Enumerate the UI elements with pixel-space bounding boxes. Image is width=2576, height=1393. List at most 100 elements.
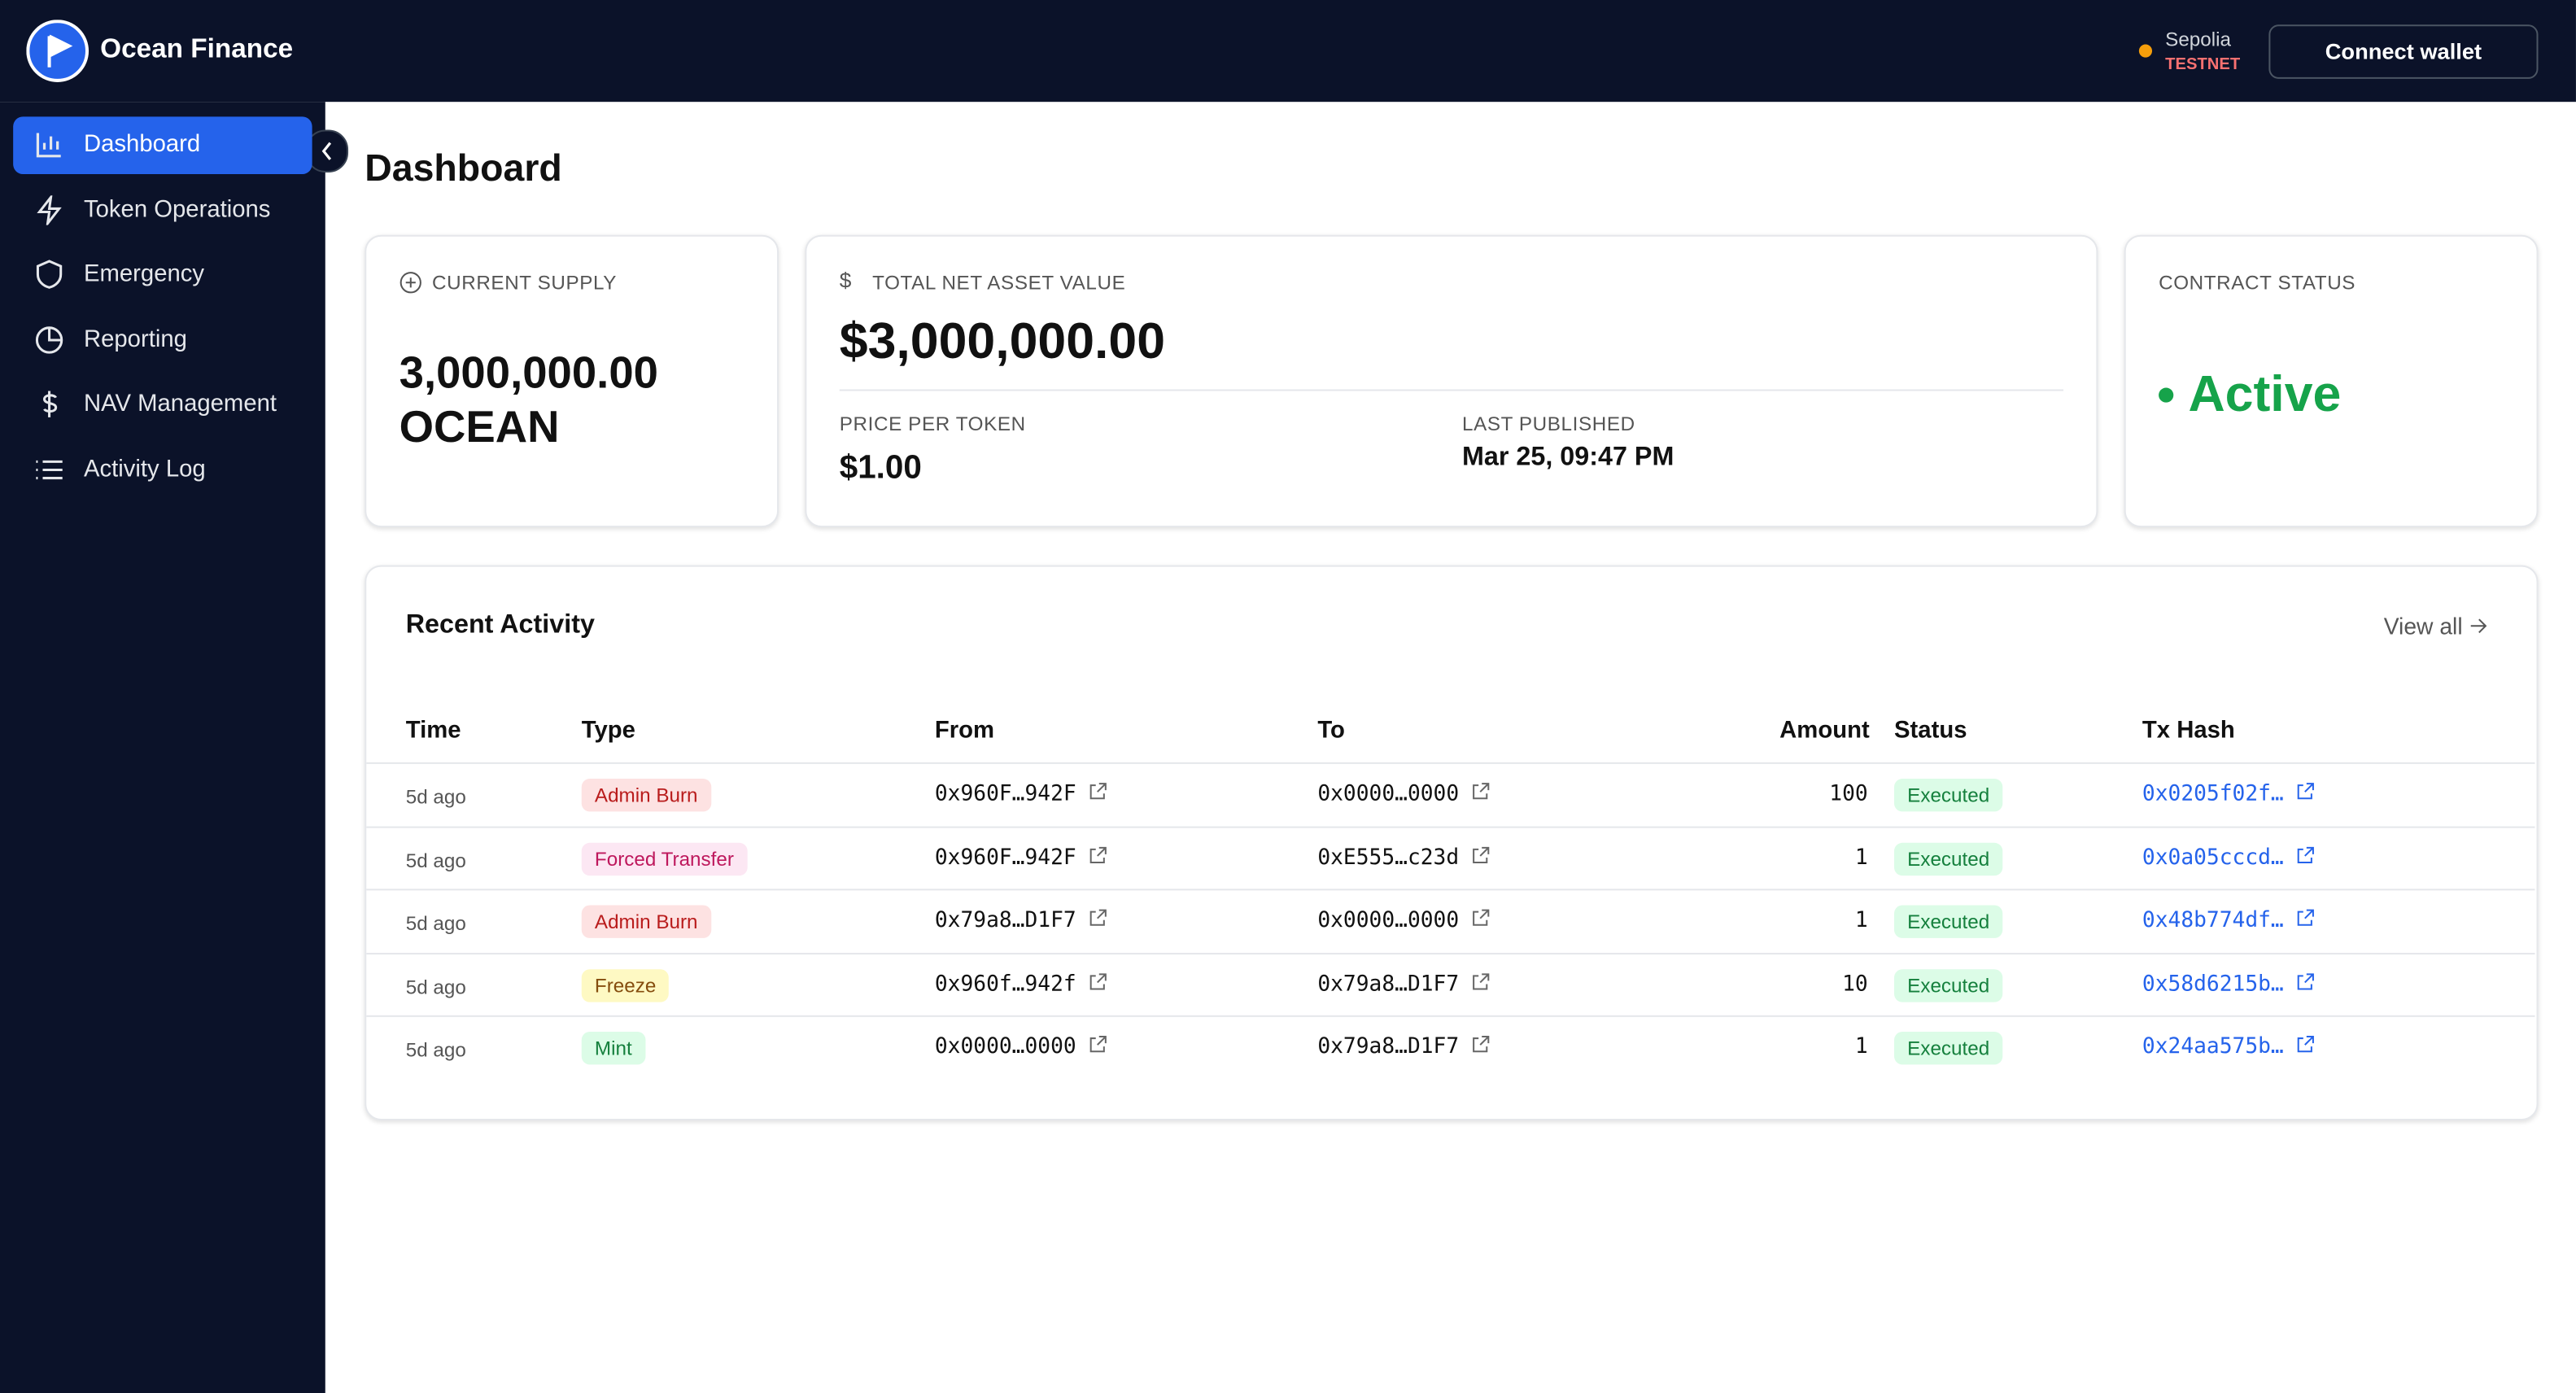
- nav-label[interactable]: Dashboard: [83, 131, 201, 158]
- column-header: From: [934, 718, 995, 745]
- tx-hash[interactable]: 0x58d6215b…: [2142, 972, 2315, 997]
- nav-item[interactable]: Emergency: [13, 247, 312, 304]
- table-row: 5d ago Admin Burn 0x79a8…D1F7 0x0000…0000 1 E…: [366, 889, 2535, 954]
- tx-hash-text[interactable]: 0x0a05cccd…: [2142, 845, 2284, 871]
- column-header: Time: [405, 718, 461, 745]
- address[interactable]: 0xE555…c23d: [1317, 845, 1490, 870]
- column-header: Status: [1894, 718, 1967, 745]
- address-text[interactable]: 0x0000…0000: [1317, 908, 1460, 934]
- connect-button[interactable]: Connect wallet: [2268, 24, 2539, 79]
- nav-item[interactable]: Activity Log: [13, 442, 312, 500]
- published-label: LAST PUBLISHED: [1461, 412, 1635, 436]
- status-badge: Executed: [1894, 968, 2003, 1002]
- status-badge: Executed: [1894, 841, 2003, 876]
- nav-label[interactable]: NAV Management: [83, 391, 277, 418]
- activity-title: Recent Activity: [405, 611, 595, 640]
- card-label: CURRENT SUPPLY: [432, 271, 618, 295]
- tx-hash[interactable]: 0x0a05cccd…: [2142, 845, 2315, 870]
- type-badge: Freeze: [581, 968, 670, 1002]
- address[interactable]: 0x79a8…D1F7: [935, 909, 1107, 933]
- tx-hash[interactable]: 0x24aa575b…: [2142, 1036, 2315, 1060]
- status-badge: Executed: [1894, 905, 2003, 939]
- nav-item[interactable]: NAV Management: [13, 377, 312, 434]
- status-card: CONTRACT STATUS Active: [2124, 234, 2539, 528]
- address-text[interactable]: 0x960F…942F: [934, 845, 1076, 871]
- nav-label[interactable]: Activity Log: [83, 456, 206, 483]
- address[interactable]: 0x79a8…D1F7: [1317, 1036, 1490, 1060]
- sidebar: [0, 102, 325, 1393]
- column-header: Amount: [1779, 718, 1870, 745]
- address[interactable]: 0x960F…942F: [935, 845, 1107, 870]
- address-text[interactable]: 0x960f…942f: [934, 972, 1076, 998]
- status-dot: [2159, 387, 2174, 403]
- divider: [839, 389, 2063, 391]
- view-all-text[interactable]: View all: [2383, 613, 2463, 640]
- page-title: Dashboard: [365, 146, 562, 190]
- dollar-icon: $: [839, 268, 852, 293]
- status-badge: Executed: [1894, 1032, 2003, 1066]
- tx-hash-text[interactable]: 0x24aa575b…: [2142, 1035, 2284, 1061]
- network-dot: [2138, 44, 2153, 58]
- price: $1.00: [839, 450, 922, 487]
- time: 5d ago: [405, 911, 466, 936]
- type-badge: Admin Burn: [581, 779, 711, 812]
- nav-label[interactable]: Token Operations: [83, 196, 271, 223]
- time: 5d ago: [405, 785, 466, 809]
- time: 5d ago: [405, 975, 466, 999]
- type-badge: Admin Burn: [581, 905, 711, 939]
- supply-unit: OCEAN: [399, 402, 560, 452]
- address-text[interactable]: 0x79a8…D1F7: [1317, 972, 1460, 998]
- card-label: TOTAL NET ASSET VALUE: [872, 271, 1126, 295]
- nav-label[interactable]: Emergency: [83, 261, 205, 288]
- column-header: Type: [581, 718, 635, 745]
- table-row: 5d ago Freeze 0x960f…942f 0x79a8…D1F7 10 Exec…: [366, 952, 2535, 1017]
- nav-card: $ TOTAL NET ASSET VALUE $3,000,000.00 PR…: [805, 234, 2098, 528]
- address[interactable]: 0x960f…942f: [935, 972, 1107, 997]
- address-text[interactable]: 0x79a8…D1F7: [934, 908, 1076, 934]
- tx-hash-text[interactable]: 0x58d6215b…: [2142, 972, 2284, 998]
- price-label: PRICE PER TOKEN: [839, 412, 1026, 436]
- supply-card: CURRENT SUPPLY 3,000,000.00 OCEAN: [365, 234, 779, 528]
- nav-label[interactable]: Reporting: [83, 326, 187, 353]
- logo: [26, 20, 90, 82]
- tx-hash-text[interactable]: 0x0205f02f…: [2142, 782, 2284, 807]
- address-text[interactable]: 0x960F…942F: [934, 782, 1076, 807]
- time: 5d ago: [405, 849, 466, 872]
- status-value: Active: [2188, 365, 2342, 422]
- brand: Ocean Finance: [100, 34, 294, 64]
- nav-item[interactable]: Dashboard: [13, 116, 312, 175]
- amount: 10: [1842, 972, 1868, 998]
- card-label: CONTRACT STATUS: [2159, 271, 2356, 295]
- network: Sepolia: [2165, 28, 2232, 51]
- time: 5d ago: [405, 1038, 466, 1063]
- address[interactable]: 0x0000…0000: [935, 1036, 1107, 1060]
- address[interactable]: 0x79a8…D1F7: [1317, 972, 1490, 997]
- network-tag: TESTNET: [2165, 55, 2241, 74]
- address[interactable]: 0x0000…0000: [1317, 909, 1490, 933]
- address-text[interactable]: 0xE555…c23d: [1317, 845, 1460, 871]
- tx-hash-text[interactable]: 0x48b774df…: [2142, 908, 2284, 934]
- amount: 100: [1829, 782, 1868, 807]
- tx-hash[interactable]: 0x48b774df…: [2142, 909, 2315, 933]
- nav-item[interactable]: Token Operations: [13, 181, 312, 239]
- column-header: To: [1317, 718, 1345, 745]
- address-text[interactable]: 0x0000…0000: [1317, 782, 1460, 807]
- view-all[interactable]: View all: [2384, 613, 2489, 639]
- supply-value: 3,000,000.00: [399, 348, 658, 398]
- address-text[interactable]: 0x0000…0000: [934, 1035, 1076, 1061]
- activity-card: Recent Activity View all Time Type From To A…: [365, 565, 2539, 1121]
- table-row: 5d ago Admin Burn 0x960F…942F 0x0000…0000 10…: [366, 762, 2535, 827]
- column-header: Tx Hash: [2142, 718, 2235, 745]
- tx-hash[interactable]: 0x0205f02f…: [2142, 782, 2315, 806]
- amount: 1: [1854, 845, 1868, 871]
- address[interactable]: 0x0000…0000: [1317, 782, 1490, 806]
- amount: 1: [1854, 1035, 1868, 1061]
- address[interactable]: 0x960F…942F: [935, 782, 1107, 806]
- table-row: 5d ago Mint 0x0000…0000 0x79a8…D1F7 1 Execute…: [366, 1015, 2535, 1081]
- nav-value: $3,000,000.00: [839, 312, 1166, 370]
- nav-item[interactable]: Reporting: [13, 312, 312, 369]
- status-badge: Executed: [1894, 779, 2003, 812]
- type-badge: Forced Transfer: [581, 841, 748, 876]
- address-text[interactable]: 0x79a8…D1F7: [1317, 1035, 1460, 1061]
